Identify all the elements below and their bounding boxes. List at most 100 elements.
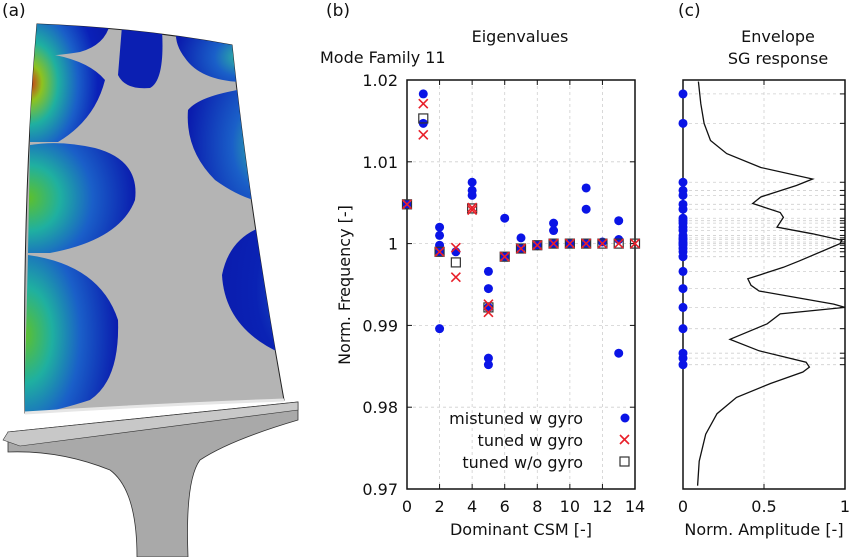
mistuned-frequency-point [678, 89, 688, 99]
panel-b-points [401, 89, 641, 370]
panel-b-xlabel: Dominant CSM [-] [450, 520, 592, 539]
panel-c-envelope [678, 81, 846, 486]
tuned-gyro-point [418, 98, 429, 109]
tuned-gyro-point [548, 238, 559, 249]
x-tick-label: 0.5 [751, 497, 776, 516]
tuned-no-gyro-point [597, 238, 608, 249]
mistuned-point [483, 284, 493, 294]
y-tick-label: 1.01 [362, 153, 398, 172]
mode-lobe [30, 24, 110, 142]
tuned-no-gyro-point [499, 251, 510, 262]
legend-mistuned-marker [620, 413, 630, 423]
x-tick-label: 14 [625, 497, 645, 516]
blade-platform [2, 401, 299, 447]
mistuned-point [516, 233, 526, 243]
mistuned-frequency-point [678, 252, 688, 262]
mistuned-point [467, 190, 477, 200]
mistuned-point [614, 348, 624, 358]
tuned-gyro-point [483, 299, 494, 310]
mistuned-frequency-point [678, 284, 688, 294]
x-tick-label: 0 [402, 497, 412, 516]
x-tick-label: 6 [500, 497, 510, 516]
panel-c-xlabel: Norm. Amplitude [-] [684, 520, 843, 539]
x-tick-label: 4 [467, 497, 477, 516]
x-tick-label: 0 [678, 497, 688, 516]
tuned-no-gyro-point [564, 238, 575, 249]
mistuned-point [467, 177, 477, 187]
legend-mistuned-label: mistuned w gyro [449, 409, 583, 428]
mistuned-point [549, 226, 559, 236]
mistuned-frequency-point [678, 353, 688, 363]
mistuned-point [435, 230, 445, 240]
panel-c-title-line1: Envelope [741, 27, 815, 46]
mistuned-point [549, 218, 559, 228]
tuned-gyro-point [613, 238, 624, 249]
mistuned-point [435, 222, 445, 232]
tuned-gyro-point [597, 238, 608, 249]
mode-lobe [28, 143, 136, 253]
tuned-gyro-point [581, 238, 592, 249]
mistuned-frequency-point [678, 118, 688, 128]
mistuned-frequency-point [678, 177, 688, 187]
mistuned-frequency-point [678, 360, 688, 370]
mistuned-point [597, 237, 607, 247]
y-tick-label: 1 [388, 235, 398, 254]
panel-b-ylabel: Norm. Frequency [-] [335, 205, 354, 365]
y-tick-label: 0.98 [362, 398, 398, 417]
tuned-gyro-point [499, 251, 510, 262]
mistuned-frequency-point [678, 266, 688, 276]
panel-b-label: (b) [326, 1, 350, 21]
blade-mode-shape-image [2, 23, 299, 557]
tuned-no-gyro-point [450, 257, 461, 268]
tuned-gyro-point [418, 129, 429, 140]
panel-c-ticks: 0 0.5 1 [678, 80, 850, 516]
tuned-no-gyro-point [418, 113, 429, 124]
panel-b-subtitle: Mode Family 11 [320, 48, 446, 67]
tuned-gyro-point [532, 240, 543, 251]
tuned-gyro-point [483, 307, 494, 318]
panel-a-label: (a) [2, 1, 26, 21]
legend-tuned-no-gyro-marker [619, 456, 630, 467]
tuned-no-gyro-point [532, 240, 543, 251]
x-tick-label: 8 [532, 497, 542, 516]
mistuned-point [483, 360, 493, 370]
panel-b-frame [406, 79, 636, 490]
mistuned-point [483, 353, 493, 363]
panel-c-title-line2: SG response [728, 49, 828, 68]
panel-c-label: (c) [678, 1, 701, 21]
tuned-gyro-point [515, 243, 527, 254]
tuned-gyro-point [467, 202, 478, 213]
envelope-curve [696, 81, 846, 486]
y-tick-label: 0.97 [362, 480, 398, 499]
tuned-no-gyro-point [401, 199, 413, 210]
tuned-no-gyro-point [467, 203, 478, 214]
y-tick-label: 0.99 [362, 316, 398, 335]
tuned-no-gyro-point [581, 238, 592, 249]
tuned-gyro-point [401, 199, 413, 210]
legend-tuned-gyro-label: tuned w gyro [478, 431, 583, 450]
mistuned-frequency-point [678, 204, 688, 214]
tuned-gyro-point [467, 204, 478, 216]
tuned-no-gyro-point [548, 238, 559, 249]
mistuned-frequency-point [678, 302, 688, 312]
mistuned-point [581, 204, 591, 214]
legend-tuned-no-gyro-label: tuned w/o gyro [462, 453, 583, 472]
panel-b-title: Eigenvalues [472, 27, 569, 46]
tuned-gyro-point [564, 238, 575, 249]
panel-b-legend: mistuned w gyro tuned w gyro tuned w/o g… [449, 409, 630, 472]
mistuned-frequency-point [678, 190, 688, 200]
legend-tuned-gyro-marker [619, 434, 630, 445]
panel-b-ticks: 0 2 4 6 8 10 12 14 0.97 0.98 0.99 1 1.01 1.02 [362, 71, 645, 516]
panel-c-grid [683, 80, 845, 489]
tuned-gyro-point [450, 272, 461, 283]
mistuned-point [483, 266, 493, 276]
tuned-gyro-point [434, 246, 445, 257]
x-tick-label: 2 [434, 497, 444, 516]
tuned-gyro-point [450, 242, 461, 253]
y-tick-label: 1.02 [362, 71, 398, 90]
tuned-no-gyro-point [629, 238, 641, 249]
mode-lobe [118, 26, 163, 89]
mistuned-frequency-point [678, 324, 688, 334]
mistuned-point [435, 324, 445, 334]
mode-lobe [175, 32, 240, 82]
